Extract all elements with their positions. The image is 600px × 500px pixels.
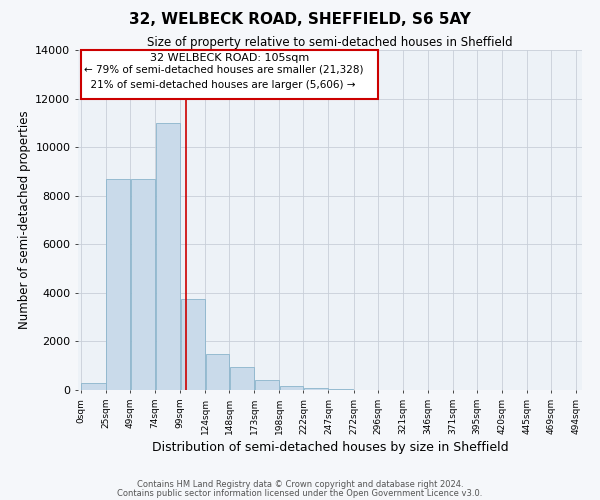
Bar xyxy=(82,382,106,390)
Text: Contains public sector information licensed under the Open Government Licence v3: Contains public sector information licen… xyxy=(118,488,482,498)
X-axis label: Distribution of semi-detached houses by size in Sheffield: Distribution of semi-detached houses by … xyxy=(152,441,508,454)
Bar xyxy=(131,178,155,390)
Bar xyxy=(81,50,377,98)
Text: 32 WELBECK ROAD: 105sqm: 32 WELBECK ROAD: 105sqm xyxy=(149,54,309,64)
Text: 21% of semi-detached houses are larger (5,606) →: 21% of semi-detached houses are larger (… xyxy=(84,80,356,90)
Bar xyxy=(206,354,229,390)
Bar xyxy=(255,380,279,390)
Text: 32, WELBECK ROAD, SHEFFIELD, S6 5AY: 32, WELBECK ROAD, SHEFFIELD, S6 5AY xyxy=(129,12,471,28)
Y-axis label: Number of semi-detached properties: Number of semi-detached properties xyxy=(18,110,31,330)
Bar xyxy=(106,178,130,390)
Bar xyxy=(304,388,328,390)
Bar xyxy=(155,123,180,390)
Bar xyxy=(280,386,303,390)
Bar xyxy=(329,389,353,390)
Text: ← 79% of semi-detached houses are smaller (21,328): ← 79% of semi-detached houses are smalle… xyxy=(84,64,364,74)
Title: Size of property relative to semi-detached houses in Sheffield: Size of property relative to semi-detach… xyxy=(147,36,513,49)
Bar xyxy=(230,367,254,390)
Text: Contains HM Land Registry data © Crown copyright and database right 2024.: Contains HM Land Registry data © Crown c… xyxy=(137,480,463,489)
Bar xyxy=(181,299,205,390)
